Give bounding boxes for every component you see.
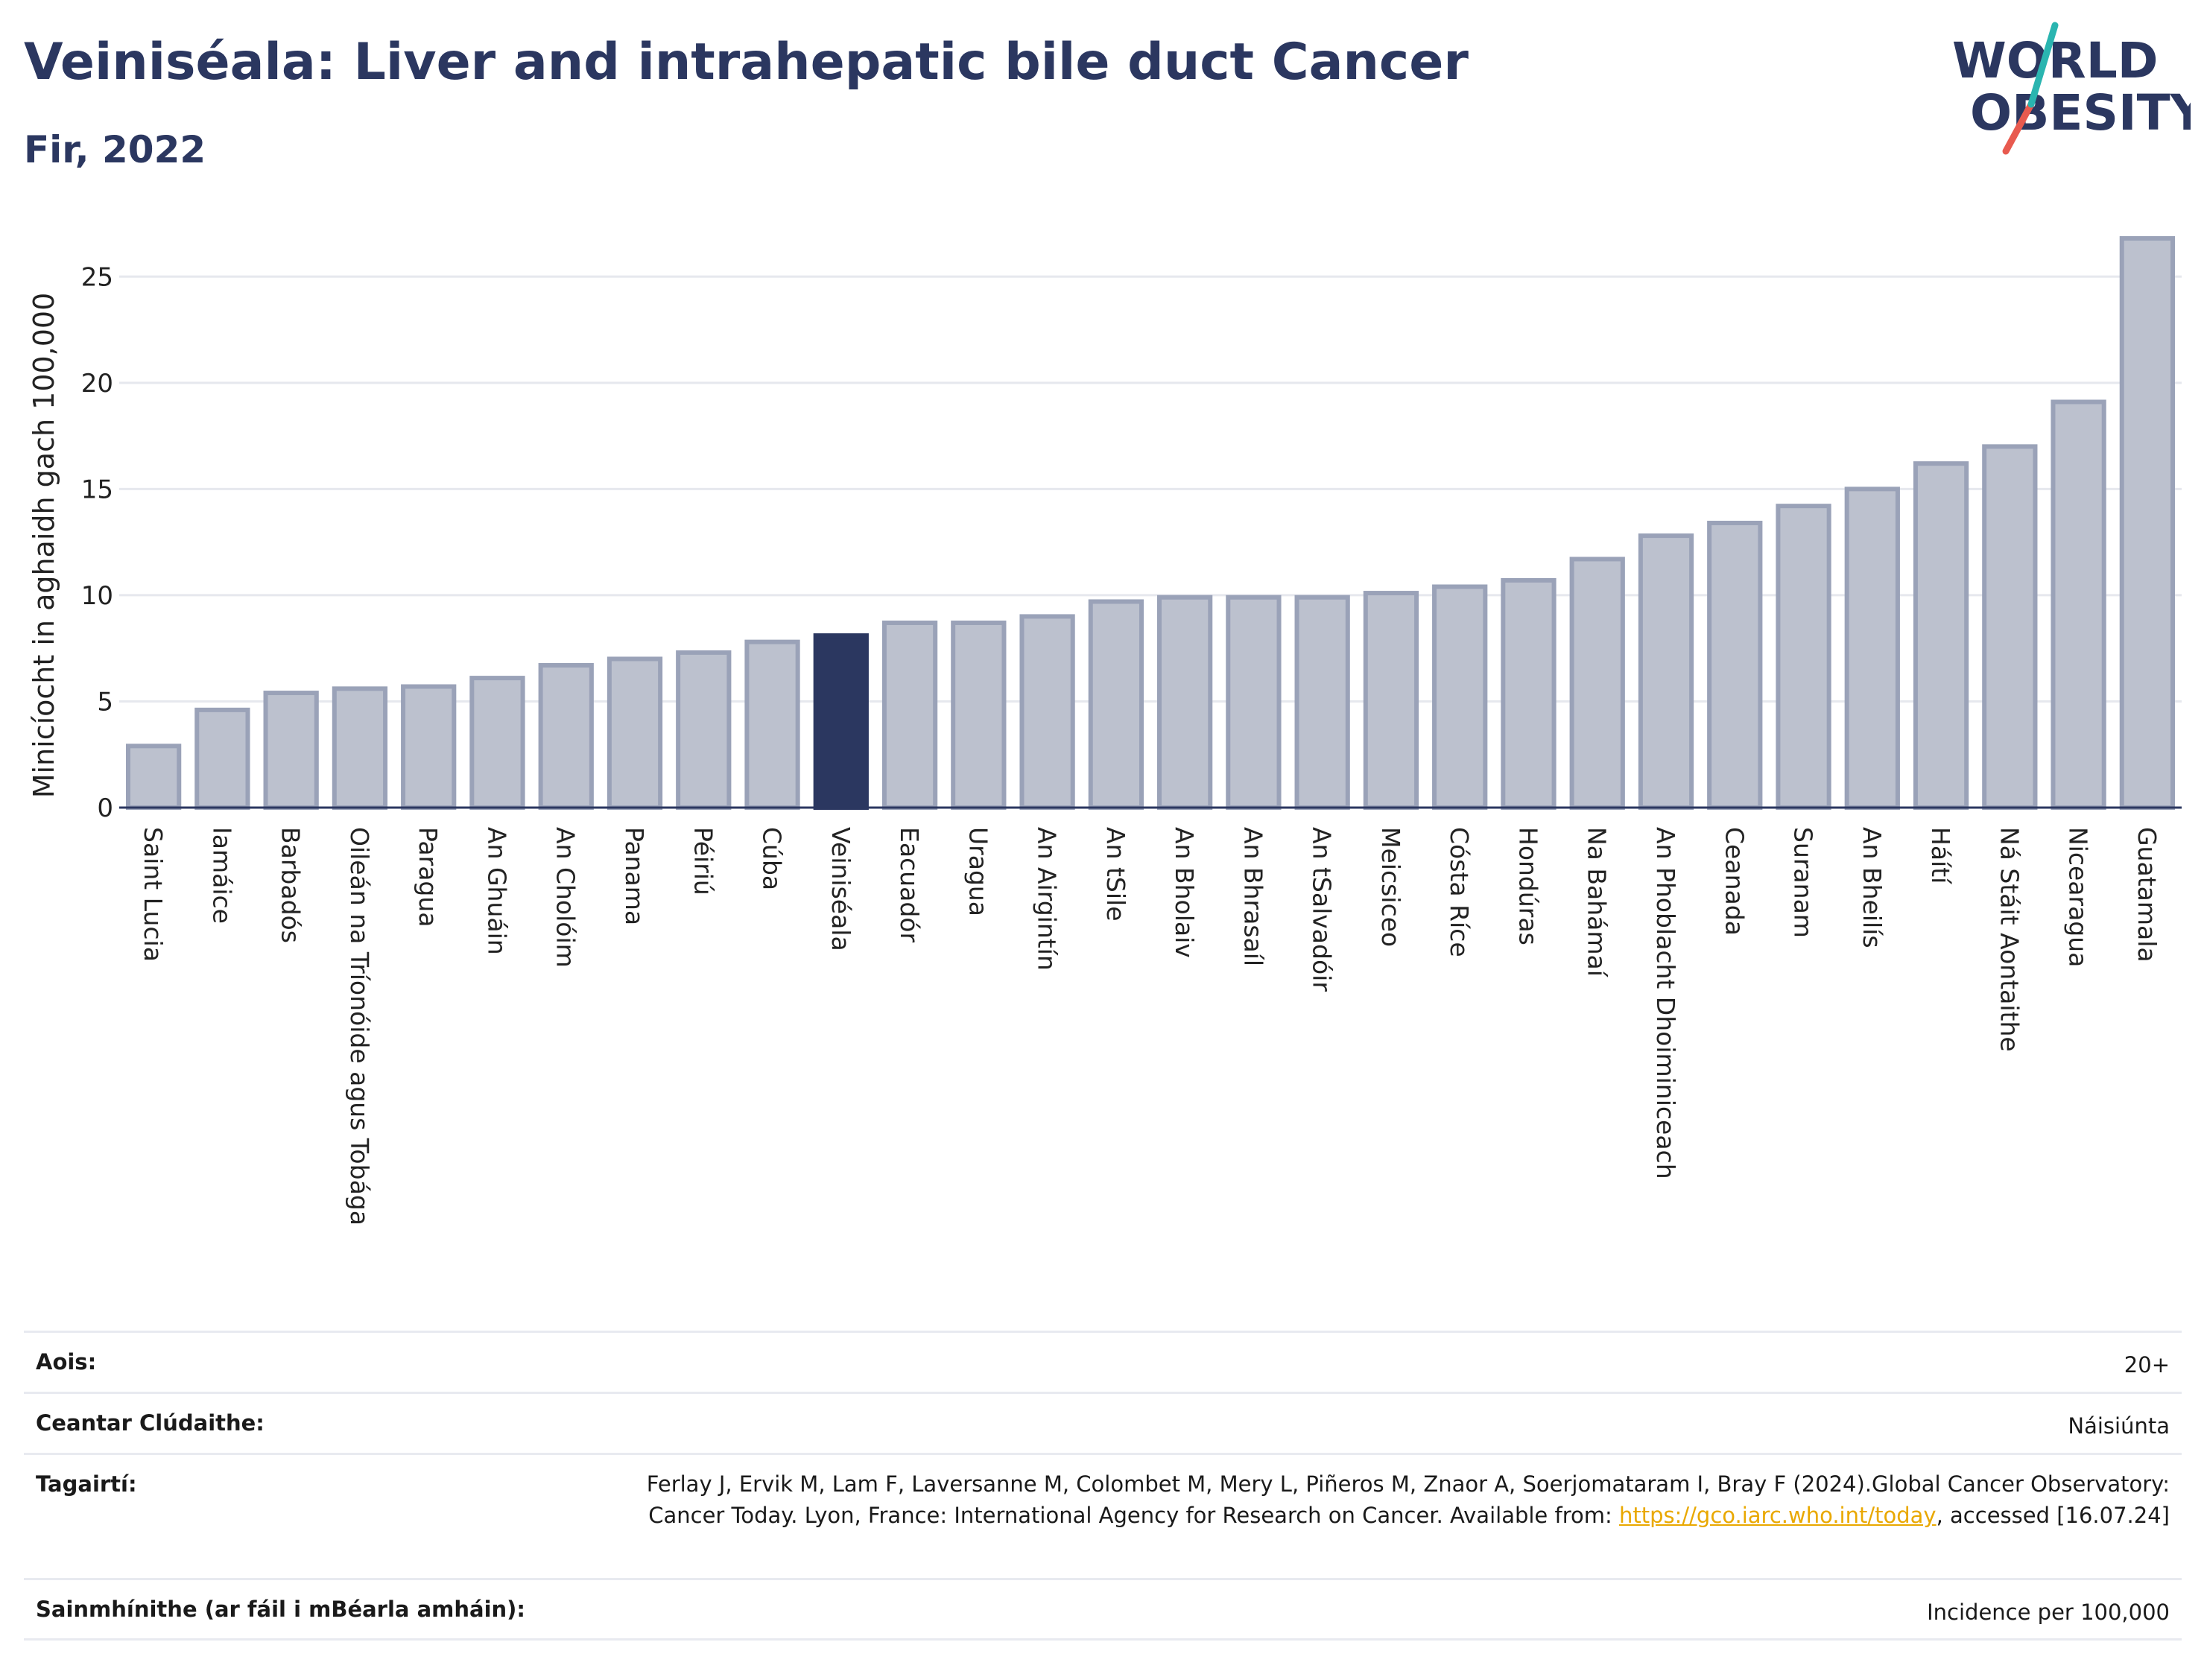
y-tick-label: 10 xyxy=(81,581,113,611)
x-tick-label: An Airgintín xyxy=(1033,827,1062,971)
logo-line2: OBESITY xyxy=(1970,84,2191,142)
y-tick-label: 25 xyxy=(81,262,113,292)
x-tick-label: Veiniséala xyxy=(826,827,855,951)
bar-29 xyxy=(2119,235,2176,810)
bar-25 xyxy=(1844,486,1900,810)
x-tick-label: An tSalvadóir xyxy=(1308,827,1337,992)
meta-value: Náisiúnta xyxy=(2068,1413,2170,1439)
x-tick-label: Barbadós xyxy=(276,827,305,943)
bar-11 xyxy=(881,620,938,810)
x-tick-label: Ceanada xyxy=(1720,827,1749,936)
bar-28 xyxy=(2051,399,2106,810)
bar-6 xyxy=(538,662,594,810)
bar-19 xyxy=(1432,584,1488,810)
bar-13 xyxy=(1019,614,1075,810)
x-tick-label: Uragua xyxy=(963,827,992,916)
x-tick-label: An Bholaiv xyxy=(1170,827,1199,958)
x-tick-label: An Bhrasaíl xyxy=(1238,827,1267,966)
bar-24 xyxy=(1776,504,1831,810)
bars xyxy=(125,235,2176,811)
bar-7 xyxy=(607,656,663,810)
x-tick-label: Saint Lucia xyxy=(139,827,168,962)
x-tick-label: Háítí xyxy=(1926,827,1955,885)
meta-value: Incidence per 100,000 xyxy=(1927,1600,2170,1625)
bar-12 xyxy=(951,620,1007,810)
y-axis-ticks: 0 5 10 15 20 25 xyxy=(81,262,113,823)
bar-chart: 0 5 10 15 20 25 Saint Lucia Iamáice Barbadós Oil… xyxy=(28,235,2182,1226)
bar-9 xyxy=(744,639,800,810)
y-axis-title: Minicíocht in aghaidh gach 100,000 xyxy=(28,293,60,799)
bar-10 xyxy=(813,633,869,810)
reference-accessed: , accessed [16.07.24] xyxy=(1936,1503,2170,1528)
logo-line1: WORLD xyxy=(1952,32,2159,89)
bar-5 xyxy=(469,676,525,810)
x-axis-labels: Saint Lucia Iamáice Barbadós Oileán na Trío… xyxy=(139,827,2162,1226)
y-tick-label: 20 xyxy=(81,369,113,399)
x-tick-label: Cósta Ríce xyxy=(1445,827,1474,957)
reference-body: Ferlay J, Ervik M, Lam F, Laversanne M, … xyxy=(646,1471,2170,1528)
chart-title: Veiniséala: Liver and intrahepatic bile … xyxy=(24,33,1469,92)
x-tick-label: Eacuadór xyxy=(895,827,924,942)
x-tick-label: An Bheilís xyxy=(1858,827,1887,948)
x-tick-label: Iamáice xyxy=(207,827,236,924)
bar-0 xyxy=(125,744,182,810)
bar-1 xyxy=(194,707,250,810)
x-tick-label: Meicsiceo xyxy=(1376,827,1405,947)
meta-row: Tagairtí: Ferlay J, Ervik M, Lam F, Laver… xyxy=(24,1453,2182,1578)
x-tick-label: An tSile xyxy=(1101,827,1130,922)
chart-subtitle: Fir, 2022 xyxy=(24,128,206,171)
bar-23 xyxy=(1707,520,1763,811)
x-tick-label: Oileán na Tríonóide agus Tobága xyxy=(345,827,374,1226)
meta-row: Ceantar Clúdaithe: Náisiúnta xyxy=(24,1392,2182,1453)
reference-link[interactable]: https://gco.iarc.who.int/today xyxy=(1618,1503,1937,1528)
bar-4 xyxy=(401,684,457,810)
y-tick-label: 0 xyxy=(97,793,113,823)
meta-value: 20+ xyxy=(2124,1352,2170,1378)
bar-16 xyxy=(1226,595,1282,810)
bar-27 xyxy=(1982,444,2038,810)
x-tick-label: Suranam xyxy=(1789,827,1818,938)
y-tick-label: 5 xyxy=(97,687,113,717)
metadata-table: Aois: 20+ Ceantar Clúdaithe: Náisiúnta Tagai… xyxy=(24,1331,2182,1641)
x-tick-label: Cúba xyxy=(758,827,787,890)
x-tick-label: An Cholóim xyxy=(551,827,580,968)
bar-21 xyxy=(1569,557,1625,811)
x-tick-label: An Phoblacht Dhoiminiceach xyxy=(1651,827,1680,1179)
x-tick-label: Nicearagua xyxy=(2064,827,2093,967)
x-tick-label: Péiriú xyxy=(688,827,718,896)
bar-18 xyxy=(1363,591,1419,810)
world-obesity-logo: WORLD OBESITY xyxy=(1952,22,2191,155)
logo-slash-teal xyxy=(2027,22,2059,108)
bar-14 xyxy=(1088,599,1144,810)
bar-2 xyxy=(263,691,319,810)
bar-3 xyxy=(332,686,388,811)
reference-text: Ferlay J, Ervik M, Lam F, Laversanne M, … xyxy=(635,1468,2170,1531)
meta-key: Sainmhínithe (ar fáil i mBéarla amháin): xyxy=(36,1597,526,1622)
x-tick-label: Hondúras xyxy=(1513,827,1542,945)
x-tick-label: Guatamala xyxy=(2132,827,2162,963)
bar-17 xyxy=(1294,595,1350,810)
bar-22 xyxy=(1638,533,1694,810)
bar-26 xyxy=(1913,461,1969,810)
meta-key: Tagairtí: xyxy=(36,1471,137,1497)
x-tick-label: Panama xyxy=(620,827,649,925)
meta-row: Aois: 20+ xyxy=(24,1331,2182,1392)
bar-20 xyxy=(1501,577,1557,810)
x-tick-label: Na Bahámaí xyxy=(1583,827,1612,978)
bar-8 xyxy=(676,650,732,810)
meta-key: Ceantar Clúdaithe: xyxy=(36,1410,265,1436)
meta-row: Sainmhínithe (ar fáil i mBéarla amháin):… xyxy=(24,1578,2182,1641)
meta-key: Aois: xyxy=(36,1349,97,1375)
x-tick-label: Ná Stáit Aontaithe xyxy=(1995,827,2024,1052)
x-tick-label: Paragua xyxy=(414,827,443,928)
bar-15 xyxy=(1156,595,1213,810)
x-tick-label: An Ghuáin xyxy=(482,827,511,955)
y-tick-label: 15 xyxy=(81,475,113,504)
logo-slash-red xyxy=(2002,101,2035,155)
